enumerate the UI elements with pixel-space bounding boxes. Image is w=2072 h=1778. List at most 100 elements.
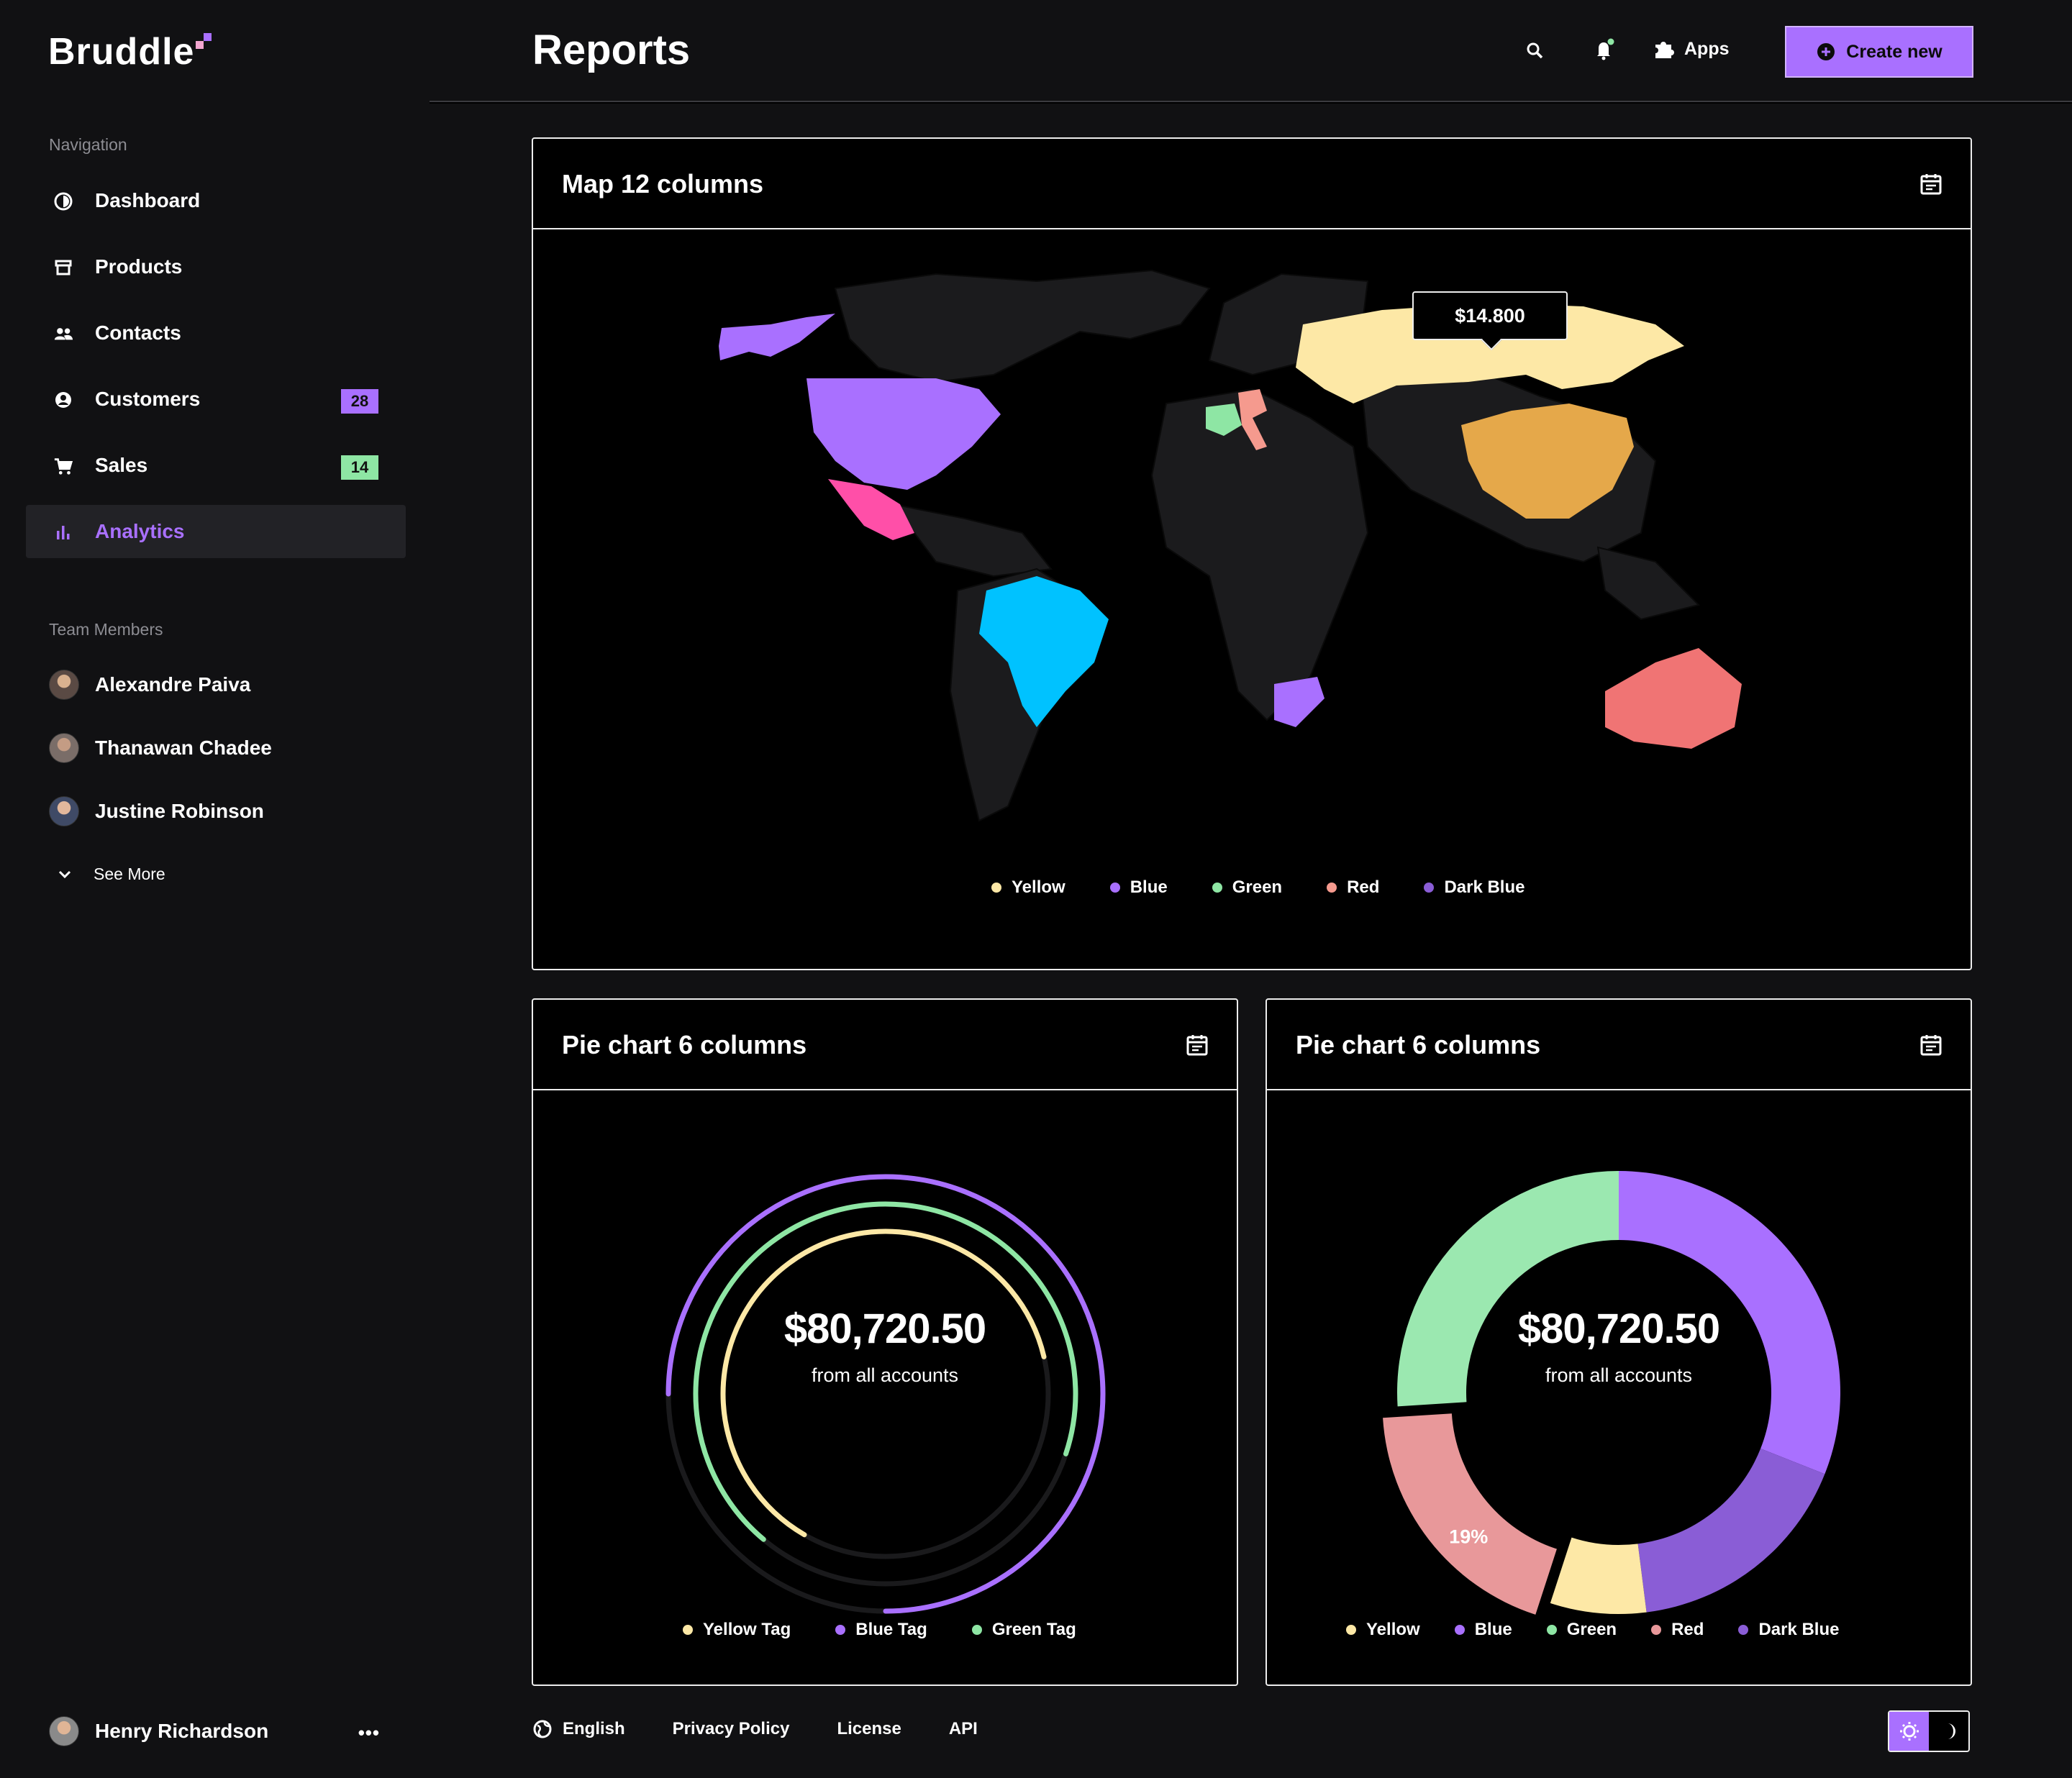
donut-chart: 19% <box>1383 1171 1840 1615</box>
pie1-center: $80,720.50 from all accounts <box>741 1305 1029 1387</box>
apps-button[interactable]: Apps <box>1653 37 1730 60</box>
license-link[interactable]: License <box>837 1719 901 1738</box>
donut-slice-green <box>1397 1171 1619 1407</box>
total-caption: from all accounts <box>1545 1364 1693 1386</box>
customer-icon <box>53 390 73 410</box>
legend-item-green: Green <box>1212 877 1282 898</box>
sidebar-item-label: Sales <box>95 454 148 476</box>
map-tooltip: $14.800 <box>1412 291 1568 340</box>
donut-slice-blue <box>1619 1171 1840 1474</box>
italy-germany-region <box>1238 389 1267 450</box>
donut-slice-yellow <box>1550 1537 1647 1614</box>
sidebar-item-products[interactable]: Products <box>26 240 406 293</box>
app-logo[interactable]: Bruddle <box>48 31 195 73</box>
see-more-label: See More <box>94 865 165 883</box>
dashboard-icon <box>53 191 73 211</box>
bar-chart-icon <box>53 522 73 542</box>
user-profile[interactable]: Henry Richardson ••• <box>49 1716 380 1746</box>
pie2-center: $80,720.50 from all accounts <box>1475 1305 1763 1387</box>
page-title: Reports <box>532 27 691 73</box>
team-member-alexandre[interactable]: Alexandre Paiva <box>49 669 250 701</box>
sidebar: Bruddle Navigation Dashboard Products Co… <box>0 0 430 1778</box>
sidebar-item-label: Customers <box>95 388 201 410</box>
team-member-justine[interactable]: Justine Robinson <box>49 795 264 827</box>
map-card: Map 12 columns $14.800 Yellow Blue Green… <box>532 137 1972 970</box>
footer: English Privacy Policy License API <box>532 1719 1025 1739</box>
card-title: Map 12 columns <box>562 169 764 199</box>
chevron-down-icon <box>58 870 71 878</box>
language-label: English <box>563 1719 625 1738</box>
calendar-icon[interactable] <box>1919 172 1943 196</box>
card-header: Map 12 columns <box>533 139 1971 229</box>
contacts-icon <box>53 324 73 344</box>
pie-card-1: Pie chart 6 columns $80,720.50 from all … <box>532 998 1238 1686</box>
store-icon <box>53 257 73 278</box>
donut-slice-dark-blue <box>1637 1449 1825 1613</box>
ring-arc-yellow-tag <box>720 1228 1047 1538</box>
mexico-region <box>828 479 914 540</box>
south-africa-region <box>1274 677 1324 727</box>
legend-item-green: Green <box>1546 1620 1617 1640</box>
member-name: Alexandre Paiva <box>95 673 251 696</box>
customers-count-badge: 28 <box>341 389 378 414</box>
card-title: Pie chart 6 columns <box>1296 1030 1541 1059</box>
sidebar-item-label: Dashboard <box>95 189 201 211</box>
api-link[interactable]: API <box>948 1719 978 1738</box>
card-title: Pie chart 6 columns <box>562 1030 807 1059</box>
member-name: Thanawan Chadee <box>95 737 272 759</box>
alaska-region <box>719 314 835 360</box>
create-new-label: Create new <box>1846 41 1942 62</box>
calendar-icon[interactable] <box>1919 1033 1943 1057</box>
pie2-legend: Yellow Blue Green Red Dark Blue <box>1346 1620 1839 1640</box>
moon-icon <box>1947 1723 1955 1739</box>
language-selector[interactable]: English <box>532 1719 625 1739</box>
theme-toggle[interactable] <box>1888 1710 1970 1752</box>
legend-item-dark-blue: Dark Blue <box>1738 1620 1839 1640</box>
avatar <box>49 1716 79 1746</box>
sidebar-item-label: Products <box>95 255 183 278</box>
avatar <box>49 670 79 700</box>
light-mode-button[interactable] <box>1889 1712 1929 1751</box>
search-icon[interactable] <box>1525 40 1546 62</box>
calendar-icon[interactable] <box>1185 1033 1209 1057</box>
globe-icon <box>533 1720 552 1738</box>
brazil-region <box>979 576 1109 727</box>
team-members-label: Team Members <box>49 620 163 639</box>
sidebar-item-contacts[interactable]: Contacts <box>26 306 406 360</box>
total-caption: from all accounts <box>811 1364 959 1386</box>
greenland-canada-landmass <box>834 269 1211 383</box>
france-region <box>1206 404 1242 436</box>
legend-item-red: Red <box>1651 1620 1704 1640</box>
apps-label: Apps <box>1684 38 1730 59</box>
more-options-icon[interactable]: ••• <box>358 1722 380 1743</box>
legend-item-dark-blue: Dark Blue <box>1424 877 1525 898</box>
cart-icon <box>53 456 73 476</box>
dark-mode-button[interactable] <box>1929 1712 1968 1751</box>
legend-item-blue: Blue <box>1109 877 1168 898</box>
map-legend: Yellow Blue Green Red Dark Blue <box>991 877 1525 898</box>
ring-arc-blue-tag <box>665 1174 1106 1614</box>
privacy-policy-link[interactable]: Privacy Policy <box>672 1719 790 1738</box>
logo-mark-icon <box>196 33 212 49</box>
team-member-thanawan[interactable]: Thanawan Chadee <box>49 732 272 764</box>
pie1-legend: Yellow Tag Blue Tag Green Tag <box>683 1620 1076 1640</box>
total-amount: $80,720.50 <box>783 1305 986 1352</box>
avatar <box>49 733 79 763</box>
sidebar-item-sales[interactable]: Sales 14 <box>26 439 406 492</box>
puzzle-icon <box>1655 42 1674 58</box>
world-map <box>719 269 1742 822</box>
sun-icon <box>1899 1722 1919 1741</box>
central-america-landmass <box>891 503 1053 578</box>
sidebar-item-analytics[interactable]: Analytics <box>26 505 406 558</box>
united-states-region <box>806 378 1001 490</box>
legend-item-yellow-tag: Yellow Tag <box>683 1620 791 1640</box>
see-more-button[interactable]: See More <box>56 865 165 884</box>
sidebar-item-customers[interactable]: Customers 28 <box>26 373 406 426</box>
sidebar-item-dashboard[interactable]: Dashboard <box>26 174 406 227</box>
notification-bell-icon[interactable] <box>1592 37 1617 62</box>
pie-card-2: Pie chart 6 columns 19% $80,720.50 from … <box>1266 998 1972 1686</box>
ring-arc-green-tag <box>693 1201 1078 1542</box>
card-header: Pie chart 6 columns <box>533 1000 1237 1090</box>
legend-item-red: Red <box>1327 877 1379 898</box>
create-new-button[interactable]: Create new <box>1785 26 1973 78</box>
